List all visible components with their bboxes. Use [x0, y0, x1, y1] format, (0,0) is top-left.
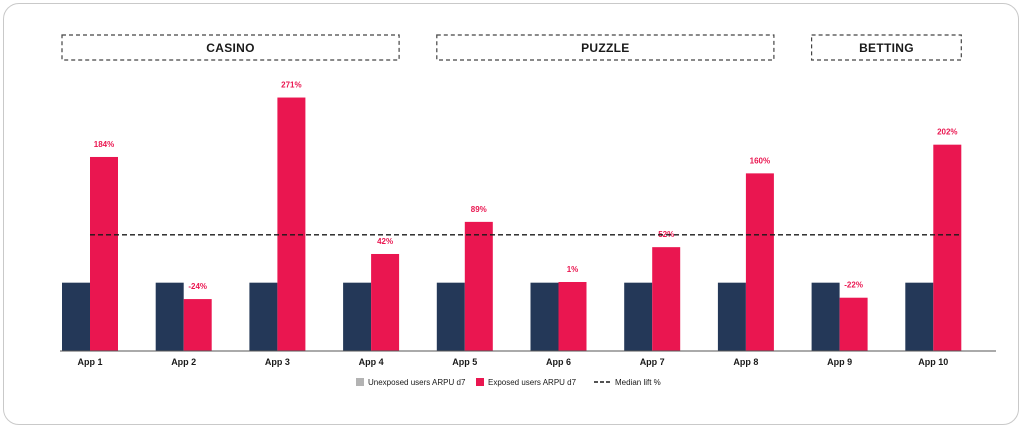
- group-headers: CASINO PUZZLE BETTING: [61, 34, 962, 61]
- data-label-4: 42%: [377, 237, 393, 246]
- legend-unexposed-swatch: [356, 378, 364, 386]
- category-label-8: App 8: [733, 357, 758, 367]
- bar-unexposed-9: [811, 282, 840, 351]
- bar-unexposed-6: [530, 282, 559, 351]
- group-box-puzzle: [436, 34, 775, 61]
- data-label-3: 271%: [281, 81, 301, 90]
- bar-exposed-9: [839, 297, 868, 351]
- legend: Unexposed users ARPU d7 Exposed users ARP…: [356, 378, 661, 387]
- legend-exposed-swatch: [476, 378, 484, 386]
- group-label-casino: CASINO: [206, 41, 254, 55]
- bar-exposed-1: [90, 156, 118, 351]
- legend-exposed-label: Exposed users ARPU d7: [488, 378, 577, 387]
- category-label-6: App 6: [546, 357, 571, 367]
- legend-median-label: Median lift %: [615, 378, 661, 387]
- category-label-1: App 1: [77, 357, 102, 367]
- bar-exposed-4: [371, 253, 400, 351]
- group-label-puzzle: PUZZLE: [581, 41, 629, 55]
- data-label-5: 89%: [471, 205, 487, 214]
- data-label-1: 184%: [94, 140, 114, 149]
- data-label-2: -24%: [188, 282, 207, 291]
- bar-unexposed-8: [717, 282, 746, 351]
- bar-exposed-3: [277, 97, 306, 351]
- group-box-betting: [810, 34, 962, 61]
- bar-unexposed-5: [436, 282, 465, 351]
- bar-unexposed-7: [624, 282, 653, 351]
- bar-unexposed-10: [905, 282, 934, 351]
- bar-exposed-5: [464, 221, 493, 351]
- bar-exposed-2: [183, 299, 212, 351]
- bar-exposed-6: [558, 281, 587, 351]
- bar-exposed-8: [745, 173, 774, 351]
- bar-unexposed-2: [155, 282, 184, 351]
- chart-frame: [3, 3, 1019, 425]
- bar-unexposed-3: [249, 282, 278, 351]
- bar-exposed-10: [933, 144, 962, 351]
- category-label-2: App 2: [171, 357, 196, 367]
- category-labels: App 1 App 2 App 3 App 4 App 5 App 6 App 7 App 8…: [77, 357, 948, 367]
- group-box-casino: [61, 34, 400, 61]
- data-labels: 184%-24%271%42%89%1%52%160%-22%202%: [94, 81, 958, 292]
- category-label-7: App 7: [640, 357, 665, 367]
- bar-exposed-7: [652, 247, 681, 351]
- data-label-9: -22%: [844, 281, 863, 290]
- category-label-3: App 3: [265, 357, 290, 367]
- bar-unexposed-4: [343, 282, 372, 351]
- data-label-10: 202%: [937, 128, 957, 137]
- category-label-5: App 5: [452, 357, 477, 367]
- group-label-betting: BETTING: [859, 41, 914, 55]
- bars: [62, 97, 962, 351]
- category-label-10: App 10: [918, 357, 948, 367]
- data-label-6: 1%: [567, 265, 579, 274]
- category-label-4: App 4: [359, 357, 384, 367]
- legend-unexposed-label: Unexposed users ARPU d7: [368, 378, 466, 387]
- category-label-9: App 9: [827, 357, 852, 367]
- bar-unexposed-1: [62, 282, 90, 351]
- data-label-8: 160%: [750, 156, 770, 165]
